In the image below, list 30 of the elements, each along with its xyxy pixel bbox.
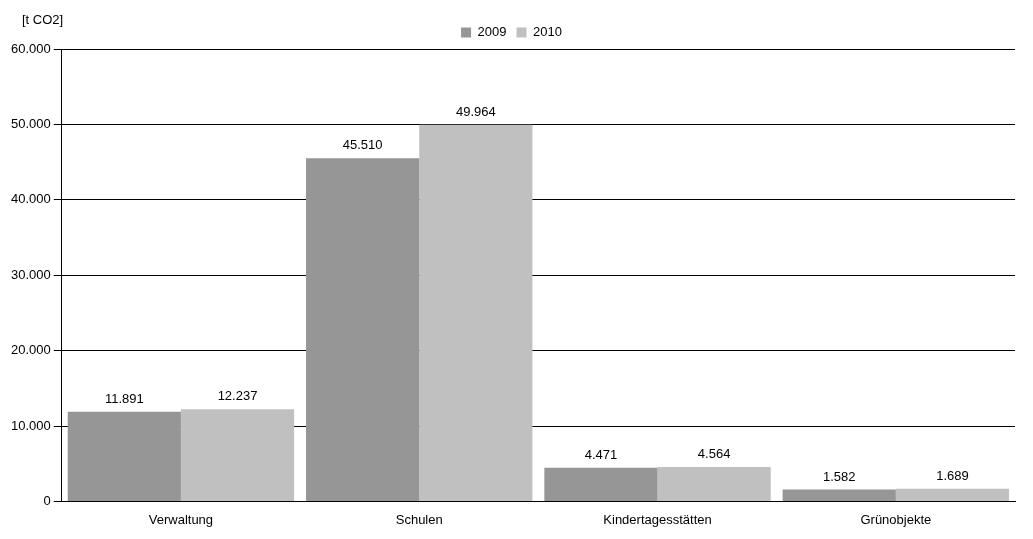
data-label: 4.564 [697,446,731,462]
bar [419,124,533,501]
data-label: 49.964 [455,103,496,119]
legend-label: 2009 [477,24,507,40]
x-tick-label: Verwaltung [148,511,214,527]
y-tick-label: 50.000 [11,115,51,131]
bar [306,158,420,501]
y-tick-label: 10.000 [11,417,51,433]
data-label: 1.582 [822,468,856,484]
data-label: 4.471 [584,446,618,462]
bar [895,488,1010,501]
legend-label: 2010 [533,24,562,40]
bar [657,466,771,501]
x-tick-label: Schulen [395,511,443,527]
data-label: 45.510 [342,137,383,153]
y-tick-label: 0 [43,492,51,508]
x-tick-label: Grünobjekte [860,511,932,527]
bar [544,467,658,501]
bar [180,409,295,501]
x-tick-label: Kindertagesstätten [603,511,712,527]
y-tick-label: 60.000 [11,40,51,56]
bar [67,411,181,501]
data-label: 1.689 [936,467,969,483]
y-tick-label: 20.000 [11,342,51,358]
data-label: 11.891 [104,390,144,406]
y-tick-label: 40.000 [11,191,51,207]
y-axis-title: [t CO2] [22,12,64,28]
y-tick-label: 30.000 [11,266,51,282]
data-label: 12.237 [217,388,258,404]
bar [782,489,896,501]
